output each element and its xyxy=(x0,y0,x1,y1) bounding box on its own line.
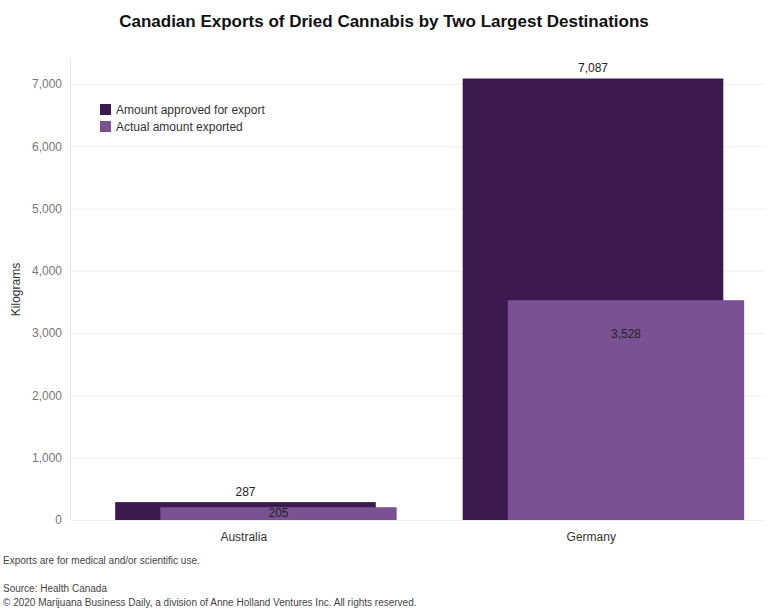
y-tick-label: 0 xyxy=(55,513,62,527)
legend-item: Actual amount exported xyxy=(100,120,243,134)
y-tick-label: 7,000 xyxy=(32,77,62,91)
legend-item: Amount approved for export xyxy=(100,103,265,117)
note: Exports are for medical and/or scientifi… xyxy=(3,555,200,566)
data-label: 3,528 xyxy=(611,327,641,341)
bars xyxy=(115,78,744,520)
legend: Amount approved for export Actual amount … xyxy=(100,103,265,134)
y-tick-label: 1,000 xyxy=(32,451,62,465)
x-axis: Australia Germany xyxy=(71,520,766,544)
chart: Canadian Exports of Dried Cannabis by Tw… xyxy=(0,0,768,614)
x-tick: Germany xyxy=(567,520,616,544)
x-axis-line xyxy=(71,520,766,521)
legend-swatch xyxy=(100,104,111,115)
y-tick-label: 5,000 xyxy=(32,202,62,216)
y-tick-label: 4,000 xyxy=(32,264,62,278)
y-tick-label: 6,000 xyxy=(32,140,62,154)
y-axis-line xyxy=(70,60,71,521)
legend-swatch xyxy=(100,121,111,132)
x-tick: Australia xyxy=(220,520,267,544)
data-label: 287 xyxy=(235,485,255,499)
bar xyxy=(508,300,744,520)
y-tick-label: 3,000 xyxy=(32,326,62,340)
data-label: 205 xyxy=(268,506,288,520)
data-labels: 287 7,087 205 3,528 xyxy=(235,61,641,520)
note: © 2020 Marijuana Business Daily, a divis… xyxy=(3,597,417,608)
y-axis-title: Kilograms xyxy=(9,263,23,316)
grid-line xyxy=(70,520,765,521)
title: Canadian Exports of Dried Cannabis by Tw… xyxy=(119,12,649,31)
y-tick-label: 2,000 xyxy=(32,389,62,403)
legend-label: Amount approved for export xyxy=(116,103,265,117)
legend-label: Actual amount exported xyxy=(116,120,243,134)
x-tick-label: Germany xyxy=(567,530,616,544)
y-axis: 0 1,000 2,000 3,000 4,000 5,000 6,000 7,000 xyxy=(32,60,765,528)
note: Source: Health Canada xyxy=(3,583,107,594)
x-tick-label: Australia xyxy=(220,530,267,544)
data-label: 7,087 xyxy=(578,61,608,75)
